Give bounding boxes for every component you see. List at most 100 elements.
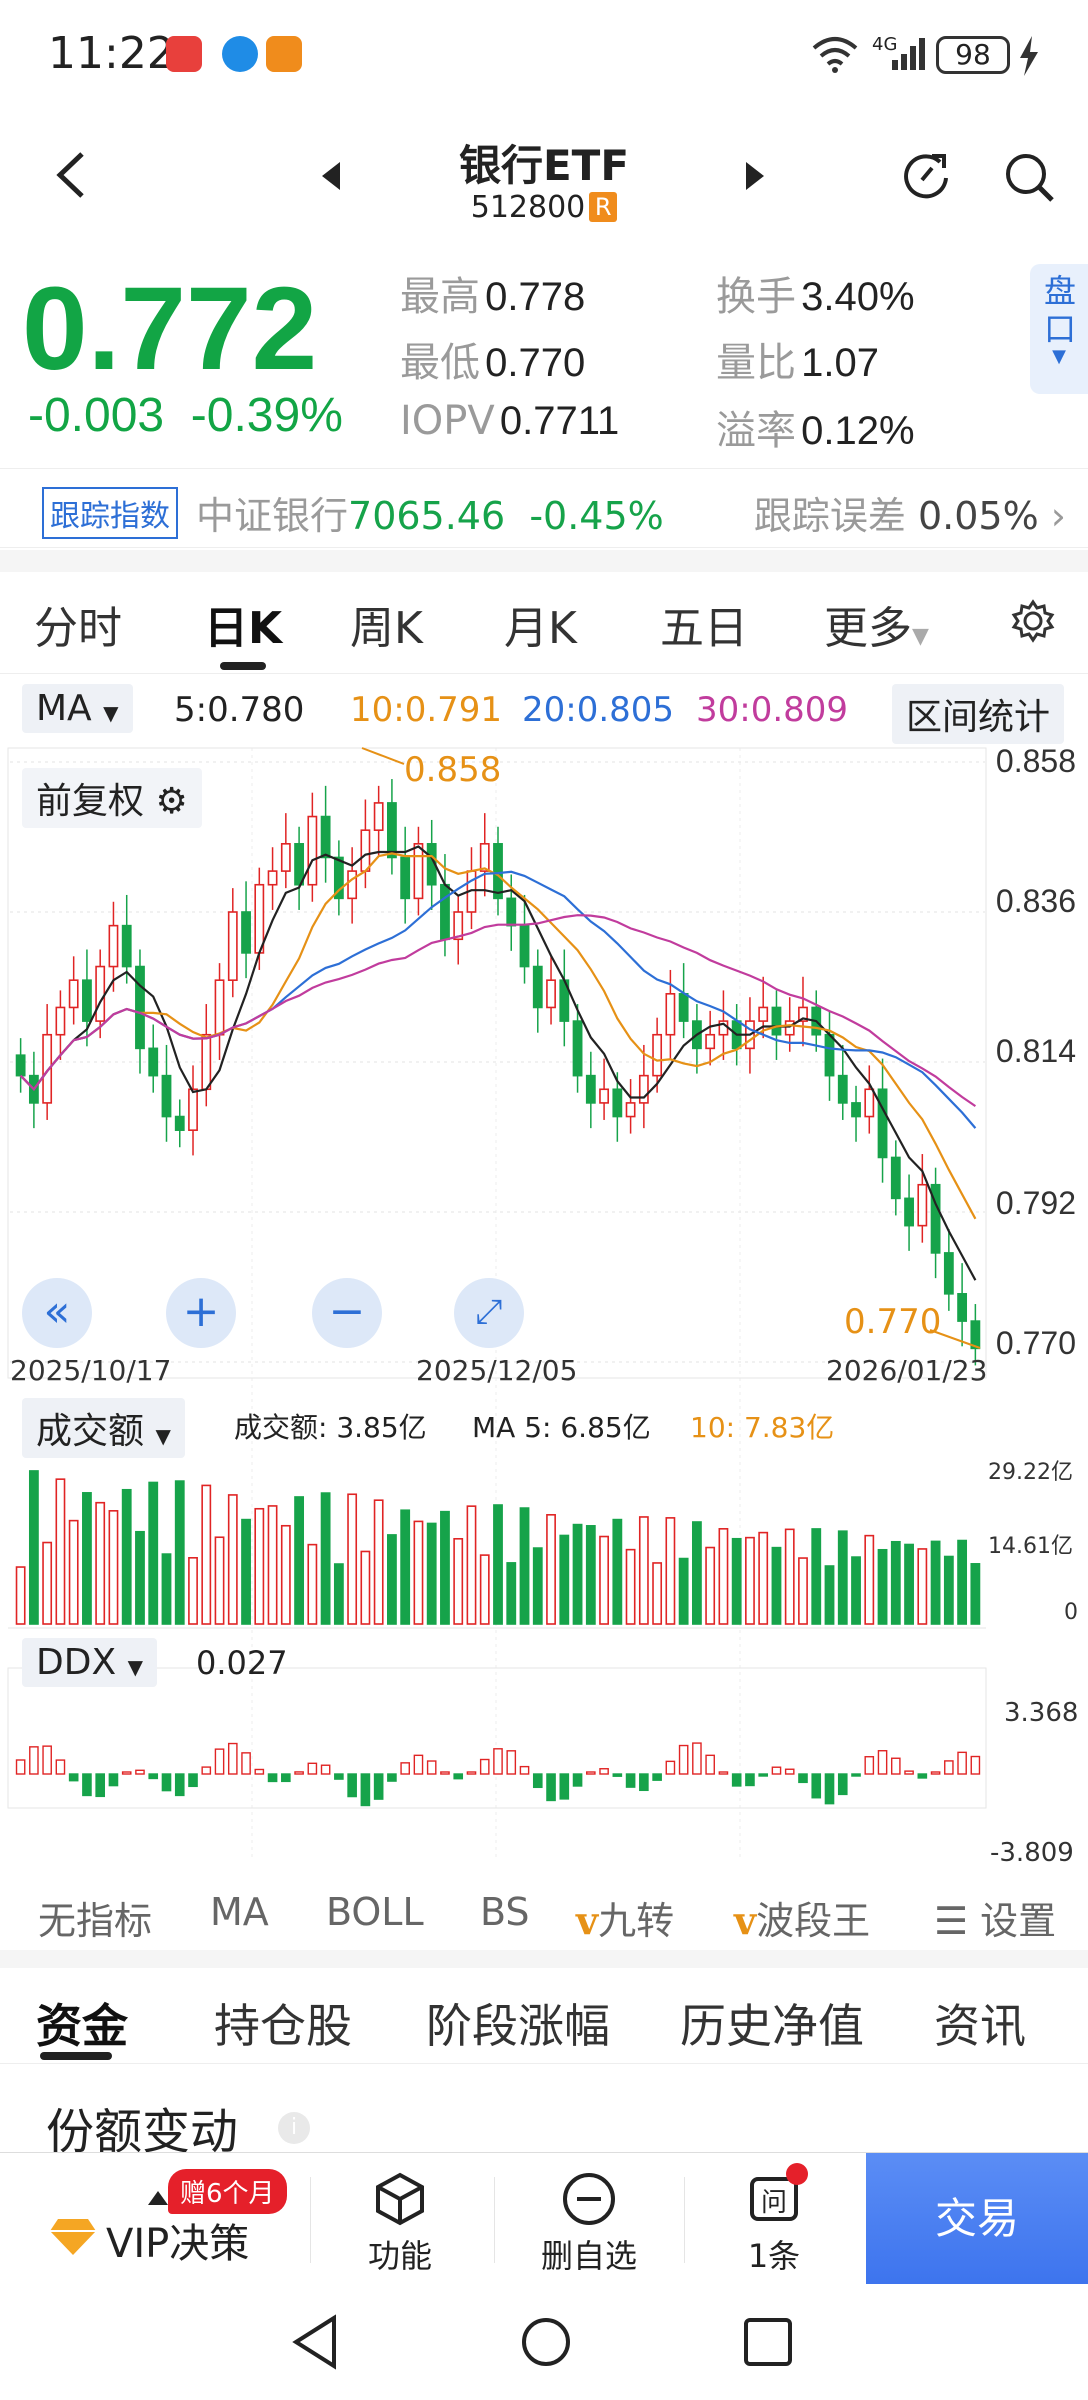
indicator-selector[interactable]: MA ▼: [22, 684, 133, 733]
order-book-toggle[interactable]: 盘口 ▼: [1030, 264, 1088, 394]
ddx-bar: [426, 1760, 437, 1775]
volume-legend: 成交额 ▼ 成交额: 3.85亿 MA 5: 6.85亿 10: 7.83亿: [0, 1398, 1088, 1458]
volume-bar: [930, 1540, 941, 1625]
candle-body: [400, 856, 411, 900]
low-leader-line: [929, 1329, 981, 1349]
candle-body: [771, 1006, 782, 1036]
ddx-bar: [42, 1745, 52, 1775]
nav-recents-icon[interactable]: [742, 2316, 794, 2368]
ma10-value: 10:0.791: [350, 690, 503, 730]
caret-down-icon: ▼: [155, 1424, 171, 1448]
candle-body: [360, 829, 371, 872]
indicator-tab-bs[interactable]: BS: [480, 1890, 530, 1934]
nav-home-icon[interactable]: [518, 2314, 574, 2370]
range-stats-button[interactable]: 区间统计: [892, 684, 1065, 744]
volume-bar: [532, 1547, 543, 1625]
ddx-bar: [612, 1773, 623, 1777]
volume-axis-mid: 14.61亿: [988, 1534, 1073, 1559]
next-stock-button[interactable]: [746, 162, 764, 190]
prev-stock-button[interactable]: [322, 162, 340, 190]
candle-body: [387, 802, 397, 859]
tab-monthly-k[interactable]: 月K: [504, 603, 577, 654]
trade-button[interactable]: 交易: [866, 2153, 1088, 2285]
volume-bar: [890, 1540, 901, 1625]
volume-bar: [731, 1537, 742, 1625]
tab-news[interactable]: 资讯: [934, 1999, 1026, 2053]
search-icon[interactable]: [1002, 150, 1058, 206]
order-book-label: 盘口: [1044, 272, 1077, 348]
volume-bar: [227, 1494, 238, 1625]
vip-decision-button[interactable]: VIP决策: [0, 2153, 310, 2285]
fullscreen-button[interactable]: ⤢: [454, 1278, 524, 1348]
volume-bar: [387, 1534, 397, 1625]
remove-watchlist-button[interactable]: 删自选: [514, 2153, 664, 2285]
candle-body: [148, 1047, 159, 1077]
back-button[interactable]: [52, 150, 92, 200]
indicator-tab-boduan[interactable]: v波段王: [734, 1890, 870, 1945]
ddx-axis-top: 3.368: [1004, 1698, 1079, 1728]
high-leader-line: [361, 747, 405, 765]
settings-gear-icon[interactable]: [1010, 598, 1056, 644]
zoom-out-button[interactable]: −: [312, 1278, 382, 1348]
tab-weekly-k[interactable]: 周K: [350, 603, 423, 654]
tab-daily-k[interactable]: 日K: [204, 603, 283, 654]
ddx-bar: [731, 1773, 742, 1787]
tab-nav-history[interactable]: 历史净值: [680, 1999, 864, 2053]
stat-high: 最高 0.778: [400, 264, 585, 322]
volume-bar: [970, 1563, 981, 1625]
refresh-icon[interactable]: [898, 148, 954, 204]
tab-funds[interactable]: 资金: [36, 1999, 128, 2053]
volume-bar: [652, 1562, 663, 1625]
tracking-index-row[interactable]: 跟踪指数 中证银行7065.46 -0.45% 跟踪误差 0.05% ›: [0, 468, 1088, 548]
volume-selector[interactable]: 成交额 ▼: [22, 1398, 185, 1458]
caret-down-icon: ▼: [912, 624, 929, 649]
indicator-tab-boll[interactable]: BOLL: [326, 1890, 424, 1934]
stock-code: 512800: [470, 190, 586, 225]
tracking-index-change: -0.45%: [529, 494, 664, 538]
scroll-left-button[interactable]: «: [22, 1278, 92, 1348]
indicator-tab-none[interactable]: 无指标: [38, 1899, 153, 1943]
ddx-selector[interactable]: DDX ▼: [22, 1638, 157, 1687]
zoom-in-button[interactable]: +: [166, 1278, 236, 1348]
info-icon[interactable]: i: [278, 2112, 310, 2144]
ask-button[interactable]: 问 1条: [704, 2153, 844, 2285]
candle-body: [174, 1115, 185, 1131]
volume-bar: [108, 1510, 119, 1625]
adjust-mode-button[interactable]: 前复权 ⚙: [22, 768, 202, 828]
volume-bar: [413, 1520, 424, 1625]
tracking-error[interactable]: 跟踪误差 0.05% ›: [754, 485, 1066, 540]
tab-intraday[interactable]: 分时: [34, 603, 122, 654]
indicator-tabs: 无指标 MA BOLL BS v九转 v波段王 ☰ 设置: [0, 1880, 1088, 1950]
ddx-bar: [798, 1773, 808, 1784]
tab-five-day[interactable]: 五日: [660, 603, 748, 654]
nav-back-icon[interactable]: [290, 2314, 340, 2370]
candle-body: [82, 979, 92, 1022]
ddx-axis-bottom: -3.809: [990, 1838, 1074, 1868]
battery-indicator: 98: [936, 36, 1010, 74]
ddx-bar: [360, 1773, 371, 1807]
indicator-settings[interactable]: ☰ 设置: [934, 1890, 1056, 1945]
tab-more[interactable]: 更多▼: [824, 592, 929, 656]
candle-body: [227, 911, 238, 981]
volume-bar: [280, 1524, 291, 1625]
tab-period-returns[interactable]: 阶段涨幅: [426, 1999, 610, 2053]
tracking-index-badge: 跟踪指数: [42, 487, 178, 539]
stat-value: 3.40%: [801, 275, 915, 319]
volume-bar: [267, 1505, 278, 1625]
candle-body: [135, 965, 145, 1050]
candle-body: [625, 1102, 636, 1118]
tab-holdings[interactable]: 持仓股: [214, 1999, 352, 2053]
ddx-bar: [55, 1759, 66, 1775]
volume-selector-label: 成交额: [36, 1411, 145, 1452]
ddx-bar: [758, 1773, 769, 1777]
features-button[interactable]: 功能: [330, 2153, 470, 2285]
indicator-tab-jiuzhuan[interactable]: v九转: [576, 1890, 674, 1945]
ddx-selector-label: DDX: [36, 1642, 117, 1683]
candle-body: [493, 843, 503, 900]
ddx-bar: [678, 1744, 689, 1775]
candle-body: [532, 965, 543, 1009]
indicator-tab-ma[interactable]: MA: [210, 1890, 269, 1934]
ddx-bar: [957, 1751, 967, 1775]
ddx-bar: [692, 1742, 702, 1775]
k-line-chart[interactable]: 0.858 0.836 0.814 0.792 0.770: [0, 740, 1088, 1880]
